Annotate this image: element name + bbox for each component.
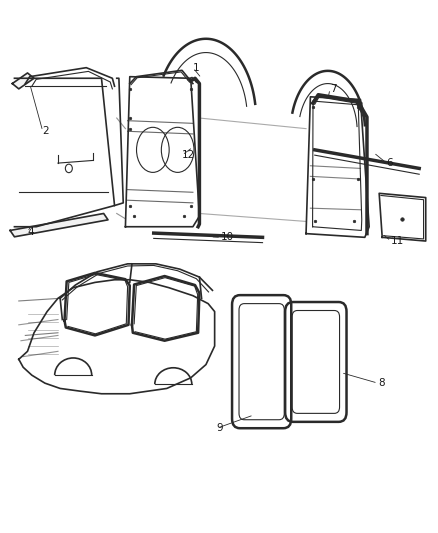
Text: 9: 9	[217, 423, 223, 433]
Text: 12: 12	[182, 150, 195, 160]
Text: 11: 11	[391, 236, 404, 246]
Text: 2: 2	[43, 126, 49, 136]
Polygon shape	[10, 214, 108, 237]
Text: 8: 8	[378, 378, 385, 388]
Text: 7: 7	[330, 84, 337, 94]
Text: 6: 6	[387, 158, 393, 168]
Polygon shape	[12, 73, 34, 89]
Text: 1: 1	[193, 63, 200, 72]
Text: 10: 10	[221, 232, 234, 243]
Text: 4: 4	[28, 227, 34, 237]
